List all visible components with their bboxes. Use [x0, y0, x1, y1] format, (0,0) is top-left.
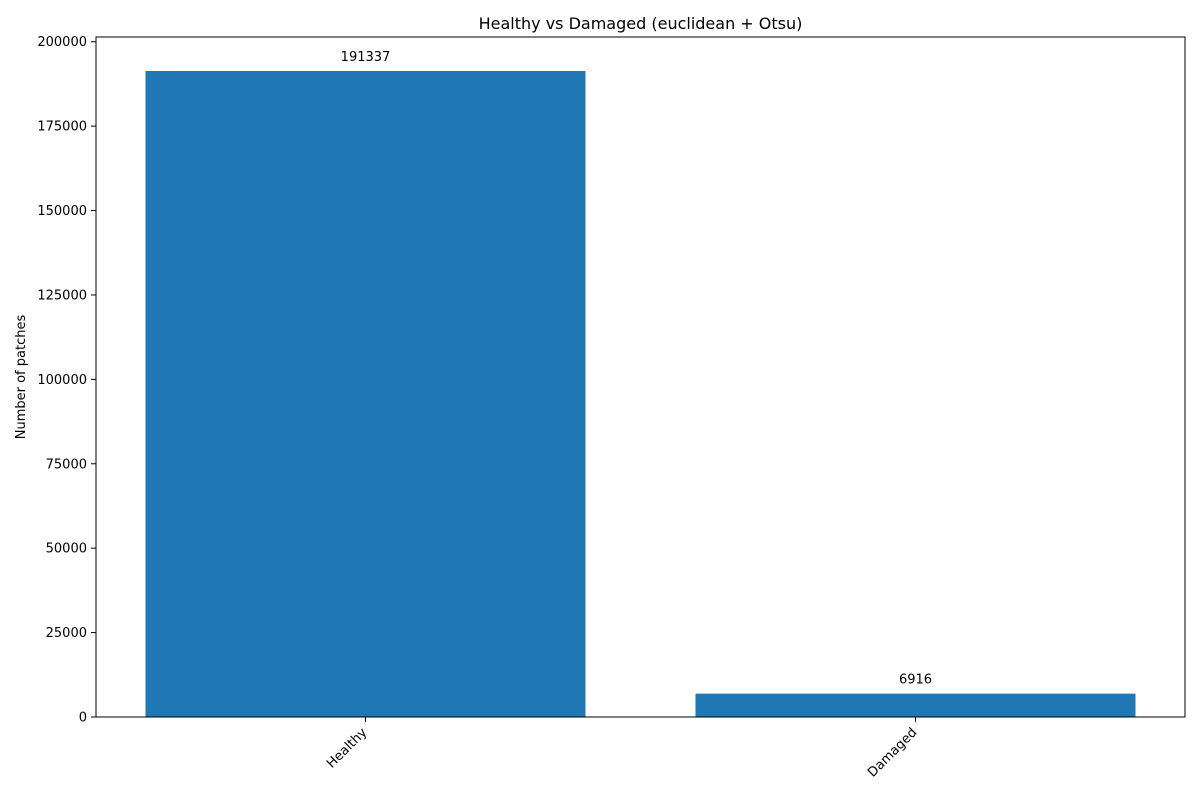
y-tick-label: 125000 [37, 288, 87, 303]
y-tick-label: 100000 [37, 373, 87, 388]
bar-healthy [145, 70, 586, 717]
y-axis-ticks: 0 25000 50000 75000 100000 125000 150000 175000… [37, 35, 96, 726]
chart-title: Healthy vs Damaged (euclidean + Otsu) [479, 14, 803, 33]
data-labels-group: 191337 6916 [341, 50, 932, 688]
y-tick-label: 50000 [46, 542, 87, 557]
y-tick-label: 175000 [37, 120, 87, 135]
bars-group [145, 70, 1136, 717]
plot-frame [95, 36, 1186, 718]
data-label-damaged: 6916 [899, 673, 932, 688]
y-axis-label: Number of patches [14, 315, 29, 440]
y-tick-label: 25000 [46, 626, 87, 641]
data-label-healthy: 191337 [341, 50, 391, 65]
y-tick-label: 0 [79, 711, 87, 726]
bar-damaged [695, 693, 1136, 717]
y-tick-label: 150000 [37, 204, 87, 219]
y-tick-label: 200000 [37, 35, 87, 50]
y-tick-label: 75000 [46, 457, 87, 472]
